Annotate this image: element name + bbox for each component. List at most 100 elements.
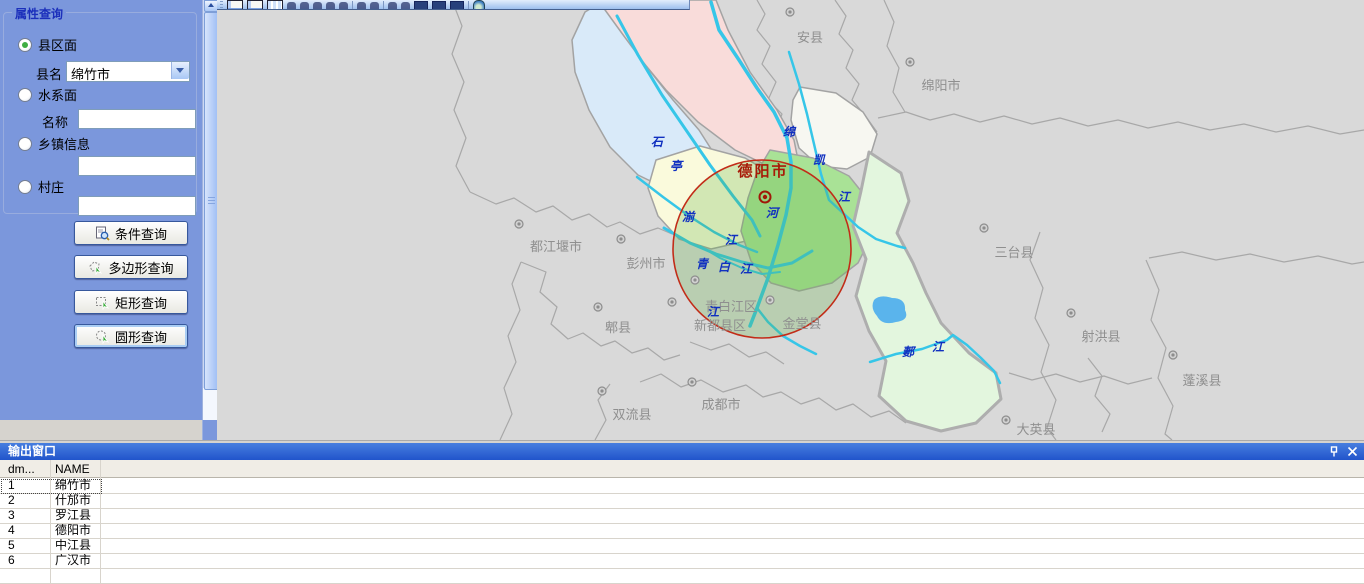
- prev-view-icon[interactable]: [357, 2, 366, 9]
- grid-icon[interactable]: [267, 0, 283, 9]
- ruler-icon[interactable]: [227, 0, 243, 9]
- water-system-radio[interactable]: [18, 87, 32, 102]
- village-input[interactable]: [78, 196, 196, 216]
- query-rectangle-icon: [95, 296, 110, 310]
- query-polygon-icon: [89, 260, 103, 275]
- column-header-name[interactable]: NAME: [55, 462, 90, 476]
- export-icon[interactable]: [450, 1, 464, 9]
- village-radio[interactable]: [18, 179, 32, 194]
- city-label: 郫县: [605, 320, 631, 335]
- highlighted-regions: [571, 0, 1003, 433]
- table-row[interactable]: 3 罗江县: [0, 508, 1364, 523]
- row-divider: [0, 538, 1364, 539]
- result-table-header[interactable]: dm... NAME: [0, 460, 1364, 478]
- river-label: 江: [707, 305, 721, 319]
- measure-icon[interactable]: [401, 2, 410, 9]
- city-label: 绵阳市: [921, 78, 960, 93]
- table-row[interactable]: 6 广汉市: [0, 553, 1364, 568]
- river-label: 青: [696, 257, 710, 271]
- zoom-in-icon[interactable]: [287, 2, 296, 9]
- table-row[interactable]: 5 中江县: [0, 538, 1364, 553]
- row-divider: [0, 568, 1364, 569]
- query-condition-icon: [95, 226, 110, 241]
- next-view-icon[interactable]: [370, 2, 379, 9]
- cell-name: 广汉市: [55, 553, 92, 567]
- river-label: 白: [718, 260, 731, 274]
- zoom-window-icon[interactable]: [313, 2, 322, 9]
- attribute-query-groupbox: 属性查询 县区面 县名 绵竹市 水系面 名称 乡镇信息: [3, 5, 197, 216]
- city-marker-dot: [600, 389, 604, 393]
- city-marker-dot: [1171, 353, 1175, 357]
- cell-name: 中江县: [55, 538, 92, 552]
- circle-query-button-label: 圆形查询: [114, 329, 167, 345]
- vertical-scrollbar[interactable]: [202, 0, 219, 440]
- river-label: 郪: [902, 345, 917, 359]
- river-label: 石: [651, 135, 665, 149]
- selected-row-focus-rect: [1, 479, 102, 494]
- county-name-dropdown[interactable]: 绵竹市: [66, 61, 190, 82]
- polygon-query-button[interactable]: 多边形查询: [74, 255, 188, 279]
- radio-row-town[interactable]: 乡镇信息: [18, 134, 90, 153]
- city-label: 双流县: [612, 407, 651, 422]
- cell-name: 什邡市: [55, 493, 92, 507]
- city-marker-dot: [1004, 418, 1008, 422]
- pin-icon[interactable]: [1329, 445, 1339, 458]
- city-marker-dot: [1069, 311, 1073, 315]
- scrollbar-track-lower[interactable]: [203, 388, 218, 420]
- chevron-down-icon[interactable]: [171, 62, 189, 79]
- city-label: 安县: [797, 30, 823, 45]
- city-marker-dot: [693, 278, 697, 282]
- cell-dm: 2: [8, 493, 15, 507]
- river-label: 凯: [813, 153, 826, 167]
- save-icon[interactable]: [414, 1, 428, 9]
- row-divider: [0, 553, 1364, 554]
- close-icon[interactable]: [1347, 446, 1358, 457]
- radio-row-village[interactable]: 村庄: [18, 177, 64, 196]
- river-label: 河: [766, 206, 781, 220]
- town-info-radio-label: 乡镇信息: [38, 137, 91, 152]
- cell-name: 德阳市: [55, 523, 92, 537]
- water-system-radio-label: 水系面: [38, 88, 78, 103]
- city-marker-dot: [619, 237, 623, 241]
- grip-handle[interactable]: [220, 1, 223, 9]
- city-label: 三台县: [994, 245, 1033, 260]
- zoom-out-icon[interactable]: [300, 2, 309, 9]
- condition-query-button[interactable]: 条件查询: [74, 221, 188, 245]
- splitter-bar[interactable]: [0, 440, 1364, 443]
- radio-row-water[interactable]: 水系面: [18, 85, 77, 104]
- rectangle-query-button[interactable]: 矩形查询: [74, 290, 188, 314]
- separator: [352, 1, 353, 9]
- water-name-input[interactable]: [78, 109, 196, 129]
- town-input[interactable]: [78, 156, 196, 176]
- print-icon[interactable]: [432, 1, 446, 9]
- circle-query-region: [672, 159, 852, 339]
- panel-bottom-strip: [0, 420, 202, 440]
- town-info-radio[interactable]: [18, 136, 32, 151]
- row-divider: [0, 508, 1364, 509]
- table-row[interactable]: 2 什邡市: [0, 493, 1364, 508]
- select-arrow-icon[interactable]: [339, 2, 348, 9]
- county-area-radio-label: 县区面: [38, 38, 78, 53]
- map-canvas[interactable]: 安县 绵阳市 三台县 射洪县 蓬溪县 大英县 都江堰市 彭州市 郫县 双流县 成都市 青白江区 新都县区…: [217, 0, 1364, 440]
- county-borders: [451, 0, 1364, 440]
- ruler-icon[interactable]: [247, 0, 263, 9]
- condition-query-button-label: 条件查询: [114, 226, 167, 242]
- identify-icon[interactable]: [388, 2, 397, 9]
- scrollbar-footer: [203, 420, 218, 440]
- city-label: 彭州市: [626, 256, 665, 271]
- county-area-radio[interactable]: [18, 37, 32, 52]
- city-marker-dot: [908, 60, 912, 64]
- city-label: 射洪县: [1081, 329, 1120, 344]
- river-label: 江: [725, 233, 739, 247]
- globe-icon[interactable]: [473, 0, 485, 9]
- pan-hand-icon[interactable]: [326, 2, 335, 9]
- polygon-query-button-label: 多边形查询: [108, 260, 174, 276]
- radio-row-county[interactable]: 县区面: [18, 35, 77, 54]
- column-header-dm[interactable]: dm...: [8, 462, 35, 476]
- table-row[interactable]: 1 绵竹市: [0, 478, 1364, 493]
- city-marker-dot: [982, 226, 986, 230]
- circle-query-button[interactable]: 圆形查询: [74, 324, 188, 348]
- lake: [872, 296, 907, 324]
- map-toolbar: [217, 0, 690, 10]
- table-row[interactable]: 4 德阳市: [0, 523, 1364, 538]
